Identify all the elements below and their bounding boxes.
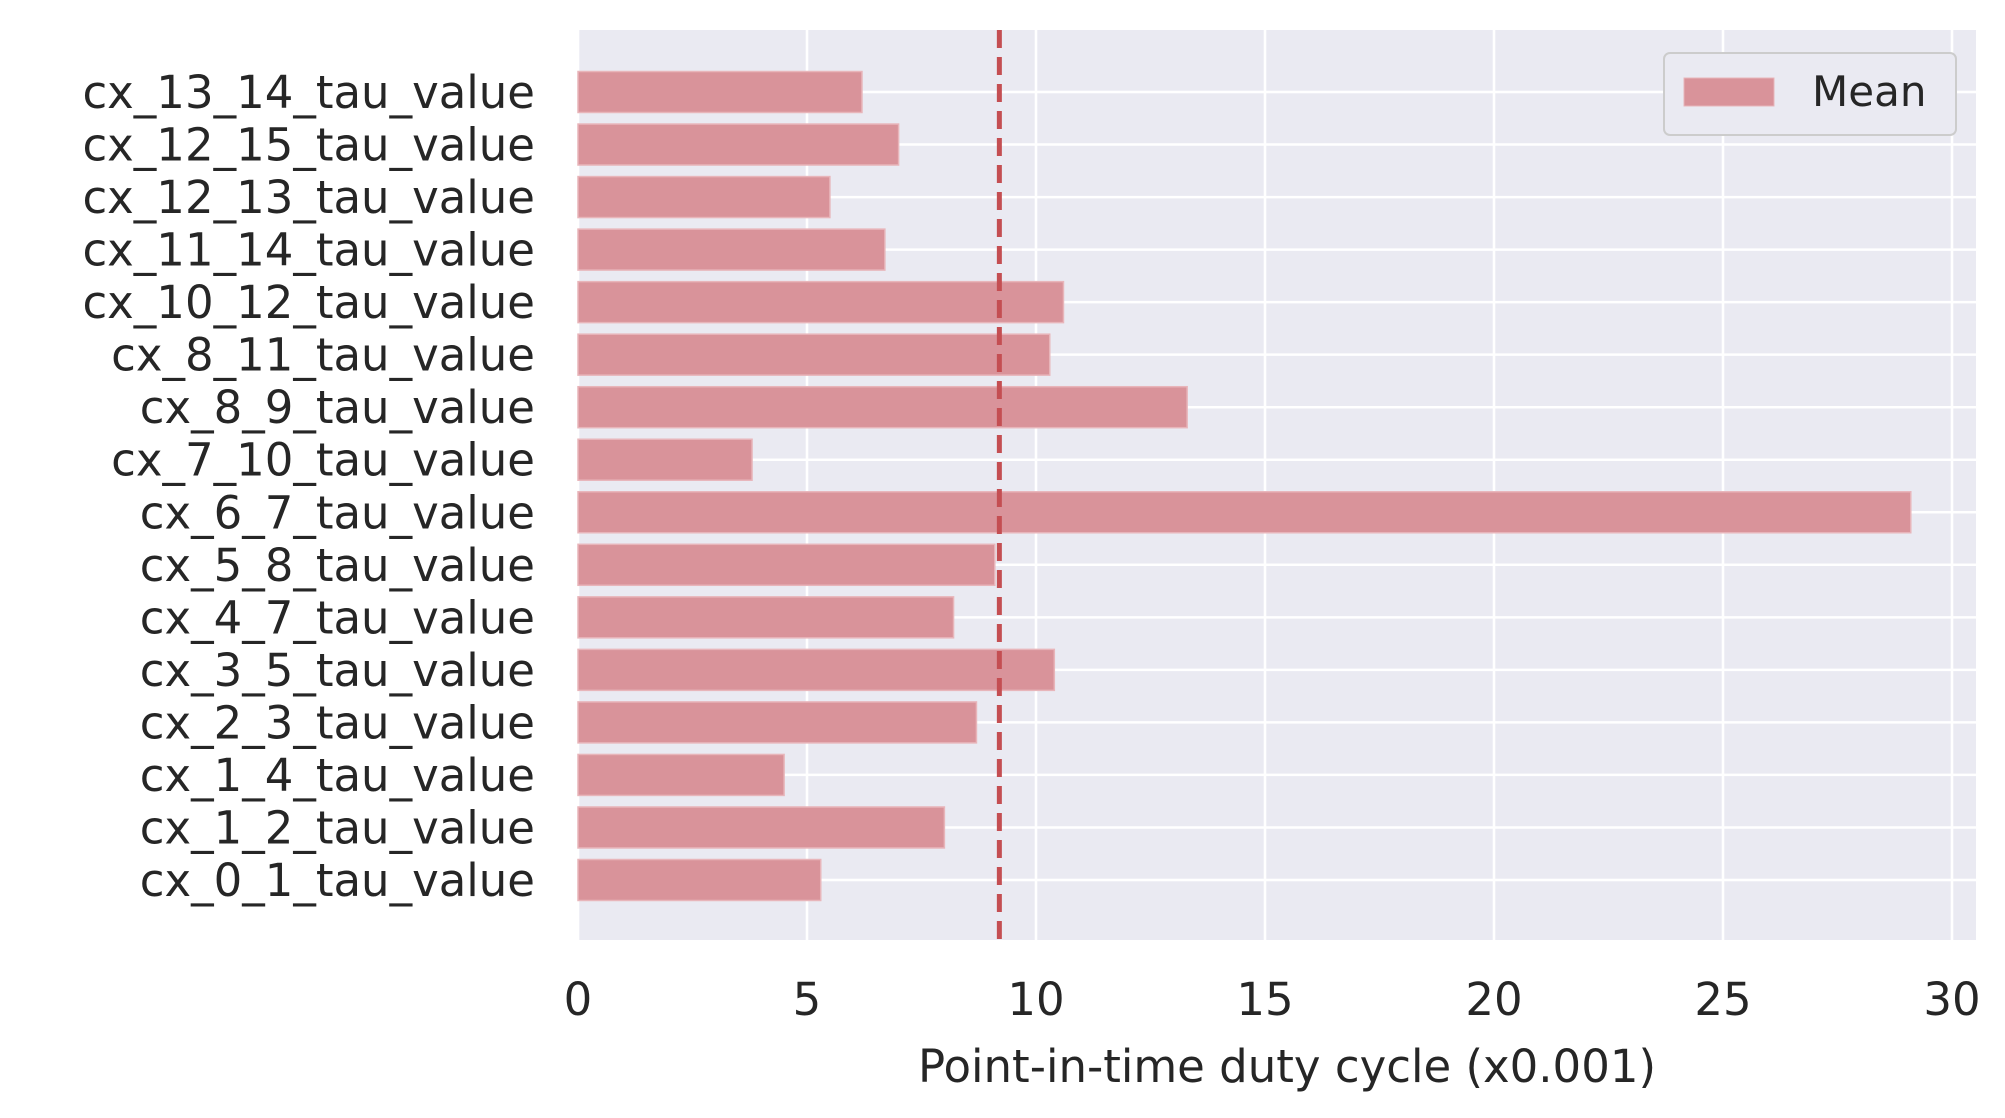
legend: Mean bbox=[1664, 53, 1956, 135]
y-tick-label: cx_1_2_tau_value bbox=[140, 801, 535, 854]
bar bbox=[578, 492, 1911, 533]
y-tick-label: cx_12_13_tau_value bbox=[82, 171, 535, 224]
y-tick-label: cx_0_1_tau_value bbox=[140, 854, 535, 907]
y-tick-label: cx_5_8_tau_value bbox=[140, 539, 535, 592]
y-tick-label: cx_10_12_tau_value bbox=[82, 276, 535, 329]
legend-label: Mean bbox=[1812, 67, 1926, 116]
y-tick-label: cx_12_15_tau_value bbox=[82, 119, 535, 172]
bar bbox=[578, 282, 1063, 323]
bar bbox=[578, 544, 995, 585]
y-tick-labels: cx_13_14_tau_valuecx_12_15_tau_valuecx_1… bbox=[82, 66, 535, 907]
y-tick-label: cx_7_10_tau_value bbox=[111, 434, 535, 487]
x-tick-labels: 0 5 10 15 20 25 30 bbox=[564, 973, 1981, 1026]
bar bbox=[578, 860, 821, 901]
x-axis-title: Point-in-time duty cycle (x0.001) bbox=[918, 1040, 1656, 1093]
bar bbox=[578, 72, 862, 113]
y-tick-label: cx_2_3_tau_value bbox=[140, 696, 535, 749]
bar bbox=[578, 754, 784, 795]
y-tick-label: cx_4_7_tau_value bbox=[140, 591, 535, 644]
bar bbox=[578, 229, 885, 270]
x-tick-label: 25 bbox=[1694, 973, 1751, 1026]
y-tick-label: cx_6_7_tau_value bbox=[140, 486, 535, 539]
y-tick-label: cx_8_9_tau_value bbox=[140, 381, 535, 434]
bar bbox=[578, 597, 954, 638]
y-tick-label: cx_1_4_tau_value bbox=[140, 749, 535, 802]
bar bbox=[578, 124, 899, 165]
y-tick-label: cx_11_14_tau_value bbox=[82, 224, 535, 277]
plot-area bbox=[578, 30, 1976, 940]
y-tick-label: cx_13_14_tau_value bbox=[82, 66, 535, 119]
x-tick-label: 20 bbox=[1465, 973, 1522, 1026]
x-tick-label: 10 bbox=[1007, 973, 1064, 1026]
bar bbox=[578, 177, 830, 218]
y-tick-label: cx_8_11_tau_value bbox=[111, 329, 535, 382]
bar bbox=[578, 702, 976, 743]
x-tick-label: 30 bbox=[1923, 973, 1980, 1026]
y-tick-label: cx_3_5_tau_value bbox=[140, 644, 535, 697]
bar bbox=[578, 439, 752, 480]
bar bbox=[578, 807, 944, 848]
x-tick-label: 0 bbox=[564, 973, 593, 1026]
bar bbox=[578, 649, 1054, 690]
bar bbox=[578, 387, 1187, 428]
legend-swatch bbox=[1684, 78, 1774, 106]
x-tick-label: 5 bbox=[793, 973, 822, 1026]
bar bbox=[578, 334, 1050, 375]
x-tick-label: 15 bbox=[1236, 973, 1293, 1026]
